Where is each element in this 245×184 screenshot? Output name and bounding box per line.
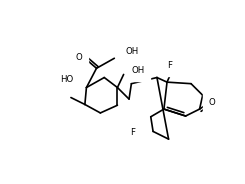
- Text: F: F: [130, 128, 135, 137]
- Text: OH: OH: [125, 47, 138, 56]
- Text: OH: OH: [131, 66, 145, 75]
- Text: HO: HO: [60, 75, 73, 84]
- Text: F: F: [167, 61, 172, 70]
- Text: O: O: [76, 53, 83, 62]
- Text: O: O: [209, 98, 216, 107]
